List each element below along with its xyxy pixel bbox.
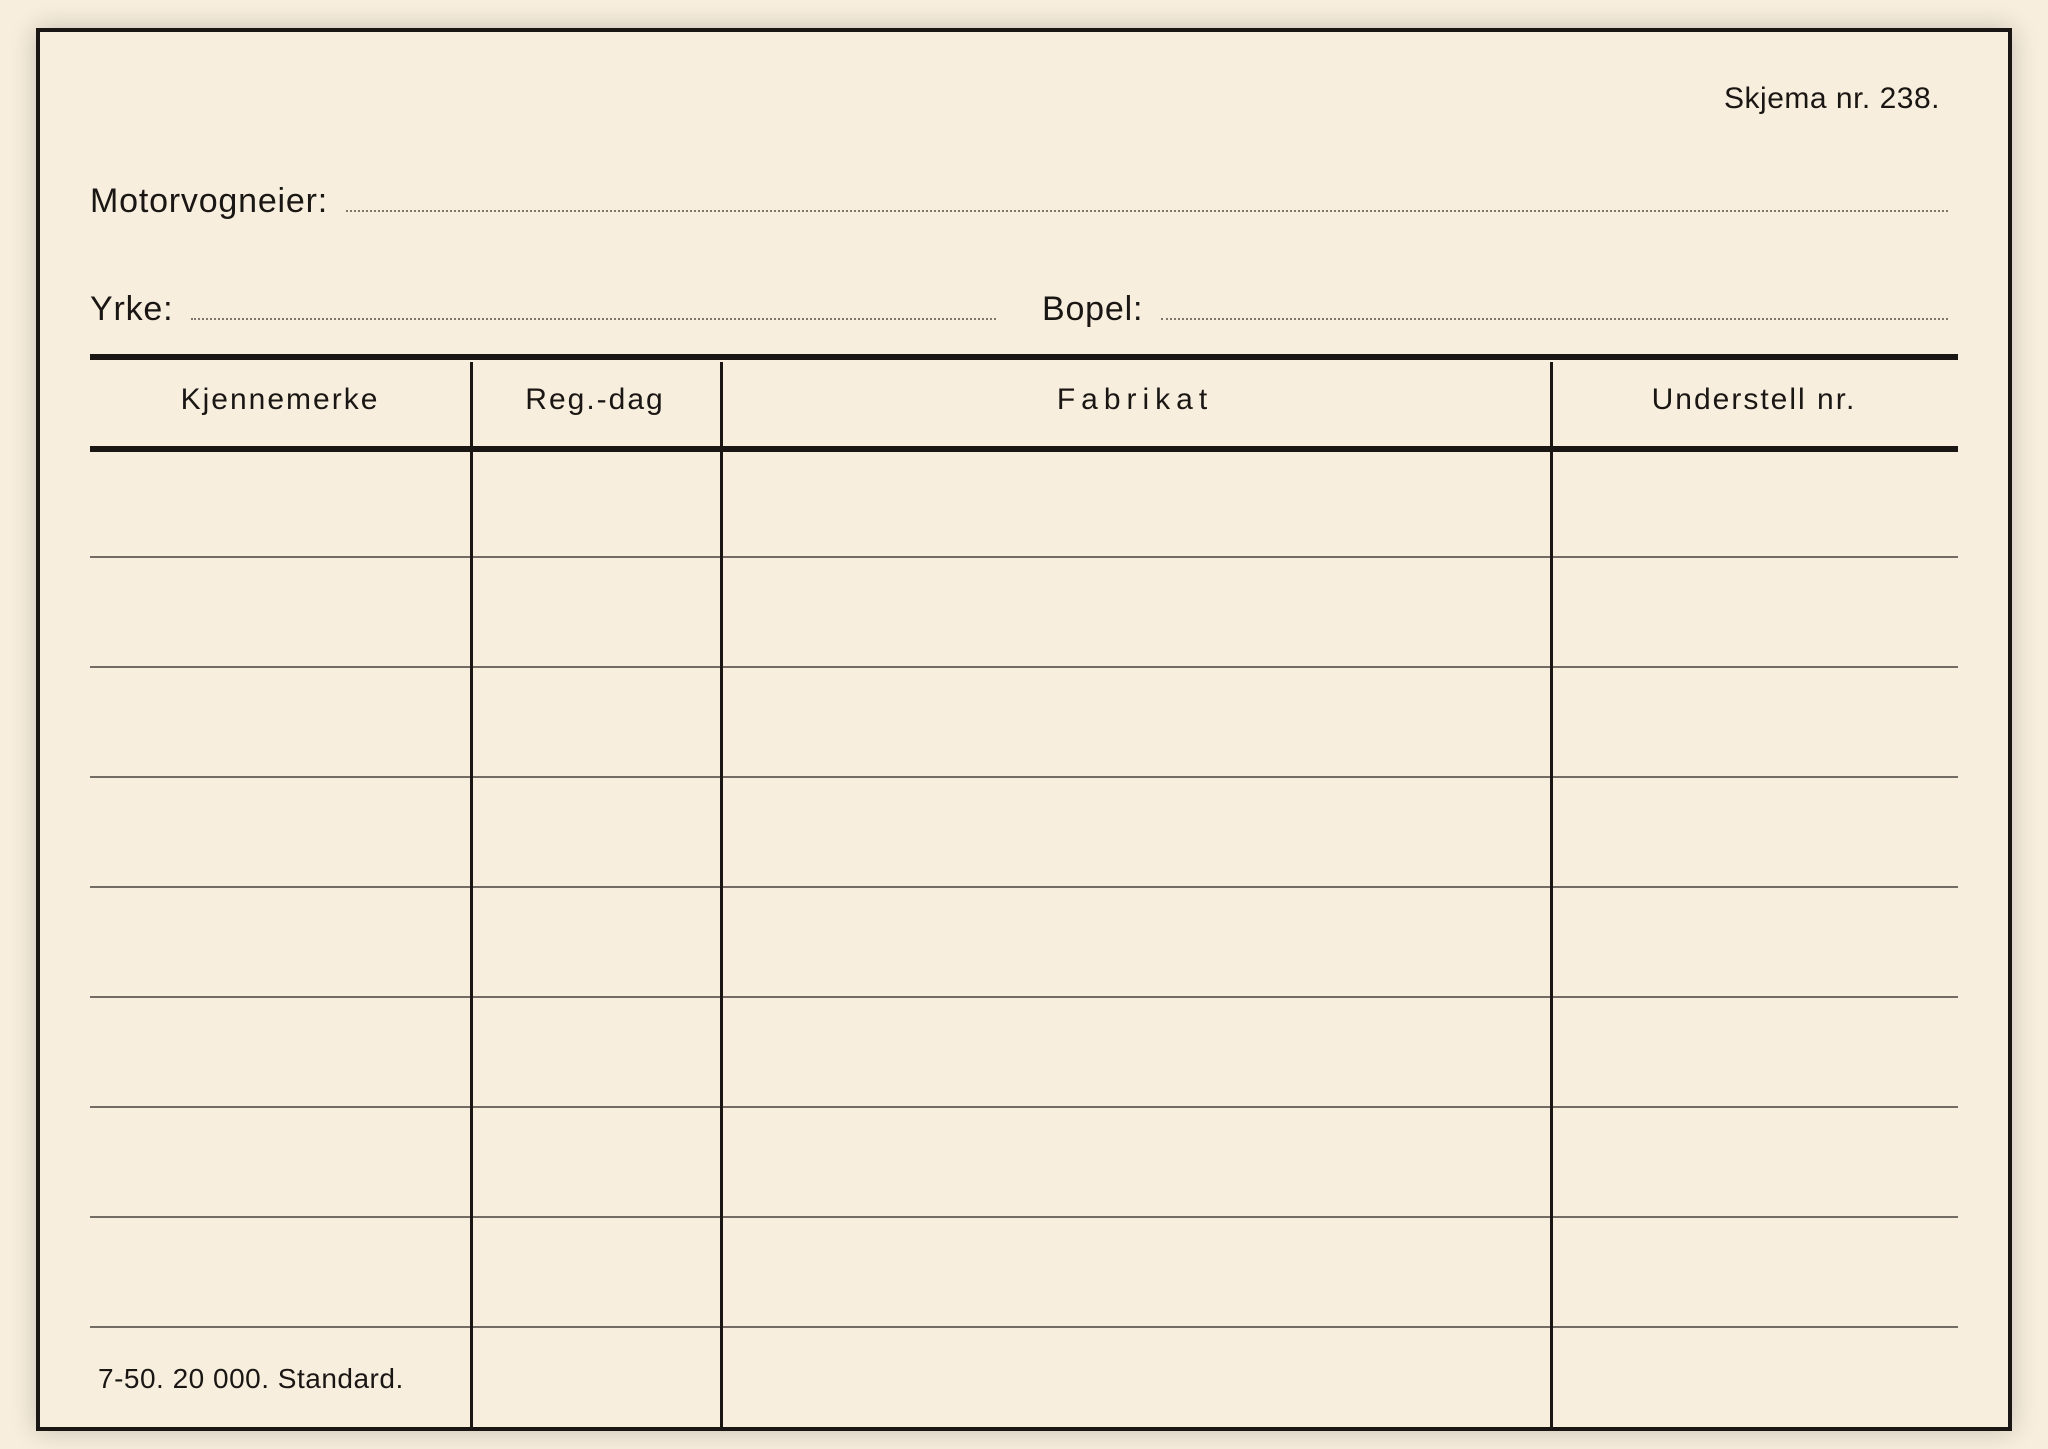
residence-field-line[interactable]	[1161, 317, 1948, 320]
table-row-rule	[90, 996, 1958, 998]
table-row-rule	[90, 776, 1958, 778]
form-number: Skjema nr. 238.	[1724, 82, 1940, 116]
occupation-field: Yrke:	[90, 290, 996, 329]
table-row-rule	[90, 666, 1958, 668]
registration-card: Skjema nr. 238. Motorvogneier: Yrke: Bop…	[36, 28, 2012, 1431]
table-row-rule	[90, 556, 1958, 558]
owner-label: Motorvogneier:	[90, 182, 346, 221]
table-col-divider-1	[470, 362, 473, 1427]
print-code: 7-50. 20 000. Standard.	[98, 1363, 404, 1395]
table-header-rule	[90, 446, 1958, 452]
col-header-understell-nr: Understell nr.	[1550, 354, 1958, 446]
owner-field-line[interactable]	[346, 209, 1948, 212]
table-row-rule	[90, 886, 1958, 888]
table-row-rule	[90, 1216, 1958, 1218]
residence-label: Bopel:	[1042, 290, 1161, 329]
col-header-fabrikat: Fabrikat	[720, 354, 1550, 446]
table-col-divider-2	[720, 362, 723, 1427]
table-row-rule	[90, 1106, 1958, 1108]
occupation-field-line[interactable]	[191, 317, 996, 320]
table-row-rule	[90, 1326, 1958, 1328]
residence-field: Bopel:	[1042, 290, 1948, 329]
col-header-kjennemerke: Kjennemerke	[90, 354, 470, 446]
occupation-residence-row: Yrke: Bopel:	[90, 290, 1948, 329]
owner-row: Motorvogneier:	[90, 182, 1948, 221]
col-header-reg-dag: Reg.-dag	[470, 354, 720, 446]
table-col-divider-3	[1550, 362, 1553, 1427]
occupation-label: Yrke:	[90, 290, 191, 329]
vehicle-table: Kjennemerke Reg.-dag Fabrikat Understell…	[90, 354, 1958, 1427]
